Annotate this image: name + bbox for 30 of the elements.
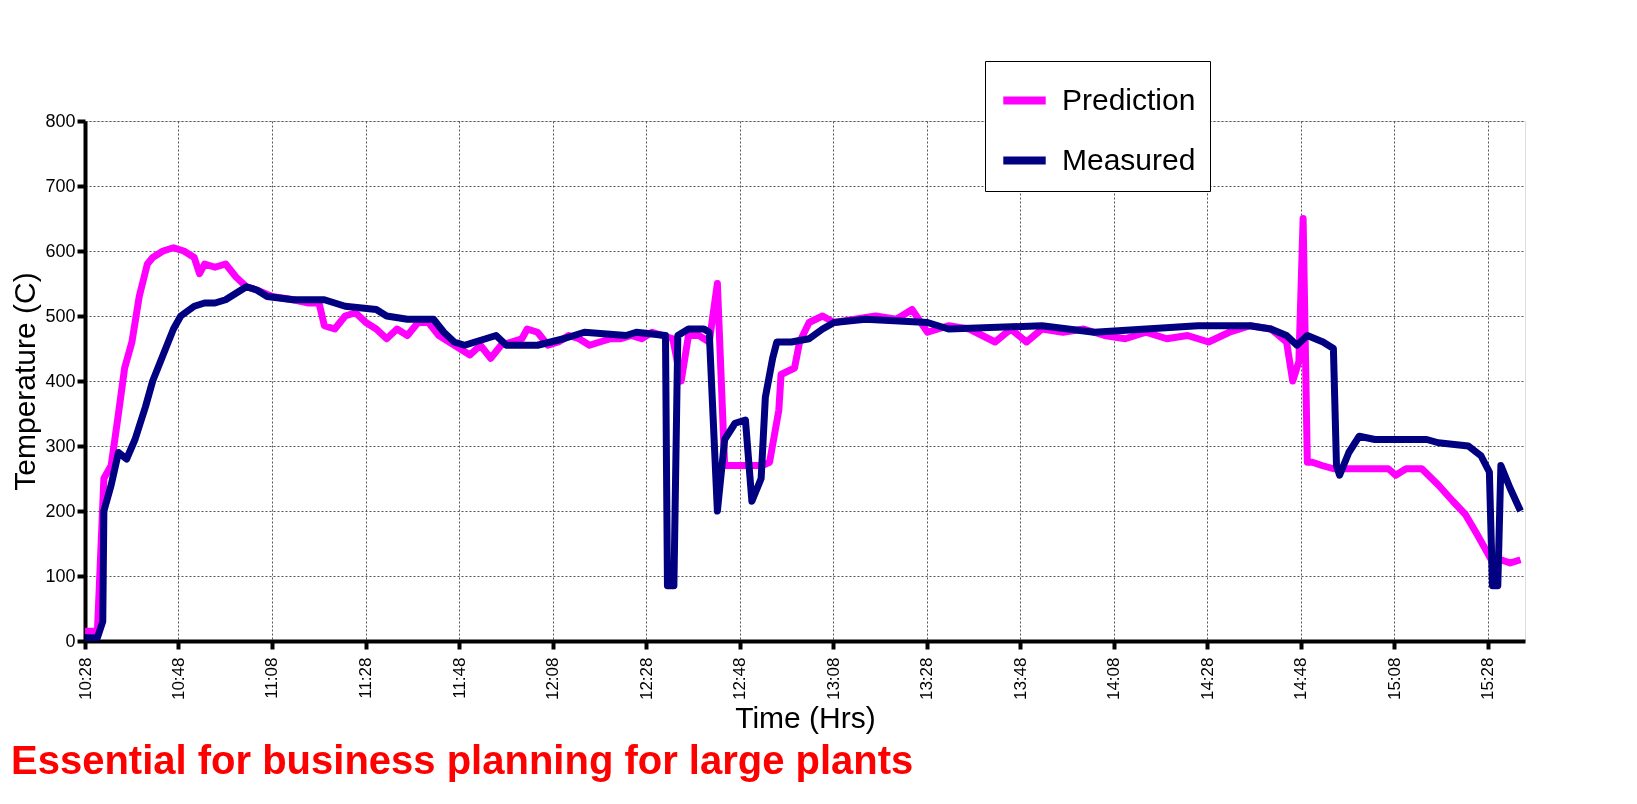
y-axis-title: Temperature (C) [8,272,42,491]
x-tick-label: 13:28 [917,657,937,701]
x-tick-label: 14:28 [1197,657,1217,701]
y-tick-label: 800 [45,110,76,131]
x-tick-label: 14:08 [1104,657,1124,701]
x-tick-label: 11:28 [356,657,376,699]
y-tick-label: 600 [45,240,76,261]
y-tick-label: 400 [45,370,76,391]
x-tick-label: 15:28 [1478,657,1498,701]
x-tick-label: 10:28 [75,657,95,701]
legend-label: Measured [1062,142,1196,176]
text: Essential for business planning for large plants [10,737,914,782]
x-tick-label: 13:48 [1010,657,1030,701]
x-axis-title: Time (Hrs) [735,701,876,735]
x-tick-label: 12:08 [543,657,563,701]
x-tick-label: 12:28 [636,657,656,701]
legend-label: Prediction [1062,82,1196,116]
y-tick-label: 100 [45,565,76,586]
x-tick-label: 10:48 [169,657,188,701]
y-tick-label: 0 [65,630,76,651]
x-tick-label: 15:08 [1384,657,1404,701]
y-tick-label: 500 [45,305,76,326]
x-tick-label: 13:08 [823,657,843,701]
x-tick-label: 12:48 [730,657,750,701]
x-tick-label: 14:48 [1291,657,1311,701]
y-tick-label: 700 [45,175,76,196]
y-tick-label: 200 [45,500,76,521]
y-tick-label: 300 [45,435,76,456]
x-tick-label: 11:48 [449,657,469,699]
x-tick-label: 11:08 [262,657,282,699]
